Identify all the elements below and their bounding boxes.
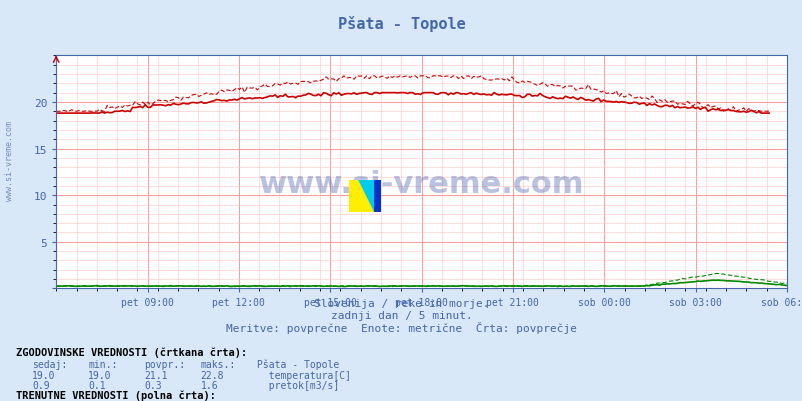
Text: Pšata - Topole: Pšata - Topole (337, 16, 465, 32)
Text: temperatura[C]: temperatura[C] (257, 370, 350, 380)
Text: www.si-vreme.com: www.si-vreme.com (5, 120, 14, 200)
Text: povpr.:: povpr.: (144, 359, 185, 369)
Bar (365, 180, 381, 213)
Text: www.si-vreme.com: www.si-vreme.com (258, 170, 584, 198)
Polygon shape (357, 180, 373, 213)
Text: sedaj:: sedaj: (32, 359, 67, 369)
Text: 1.6: 1.6 (200, 380, 218, 390)
Text: ZGODOVINSKE VREDNOSTI (črtkana črta):: ZGODOVINSKE VREDNOSTI (črtkana črta): (16, 347, 247, 357)
Text: 19.0: 19.0 (32, 370, 55, 380)
Text: Meritve: povprečne  Enote: metrične  Črta: povprečje: Meritve: povprečne Enote: metrične Črta:… (225, 321, 577, 333)
Text: min.:: min.: (88, 359, 118, 369)
Text: 19.0: 19.0 (88, 370, 111, 380)
Text: pretok[m3/s]: pretok[m3/s] (257, 380, 338, 390)
Bar (349, 180, 365, 213)
Text: 22.8: 22.8 (200, 370, 224, 380)
Text: 0.9: 0.9 (32, 380, 50, 390)
Text: maks.:: maks.: (200, 359, 236, 369)
Text: Pšata - Topole: Pšata - Topole (257, 359, 338, 369)
Text: zadnji dan / 5 minut.: zadnji dan / 5 minut. (330, 310, 472, 320)
Text: 21.1: 21.1 (144, 370, 168, 380)
Text: TRENUTNE VREDNOSTI (polna črta):: TRENUTNE VREDNOSTI (polna črta): (16, 390, 216, 400)
Text: Slovenija / reke in morje.: Slovenija / reke in morje. (314, 299, 488, 309)
Polygon shape (357, 180, 373, 213)
Text: 0.1: 0.1 (88, 380, 106, 390)
Text: 0.3: 0.3 (144, 380, 162, 390)
